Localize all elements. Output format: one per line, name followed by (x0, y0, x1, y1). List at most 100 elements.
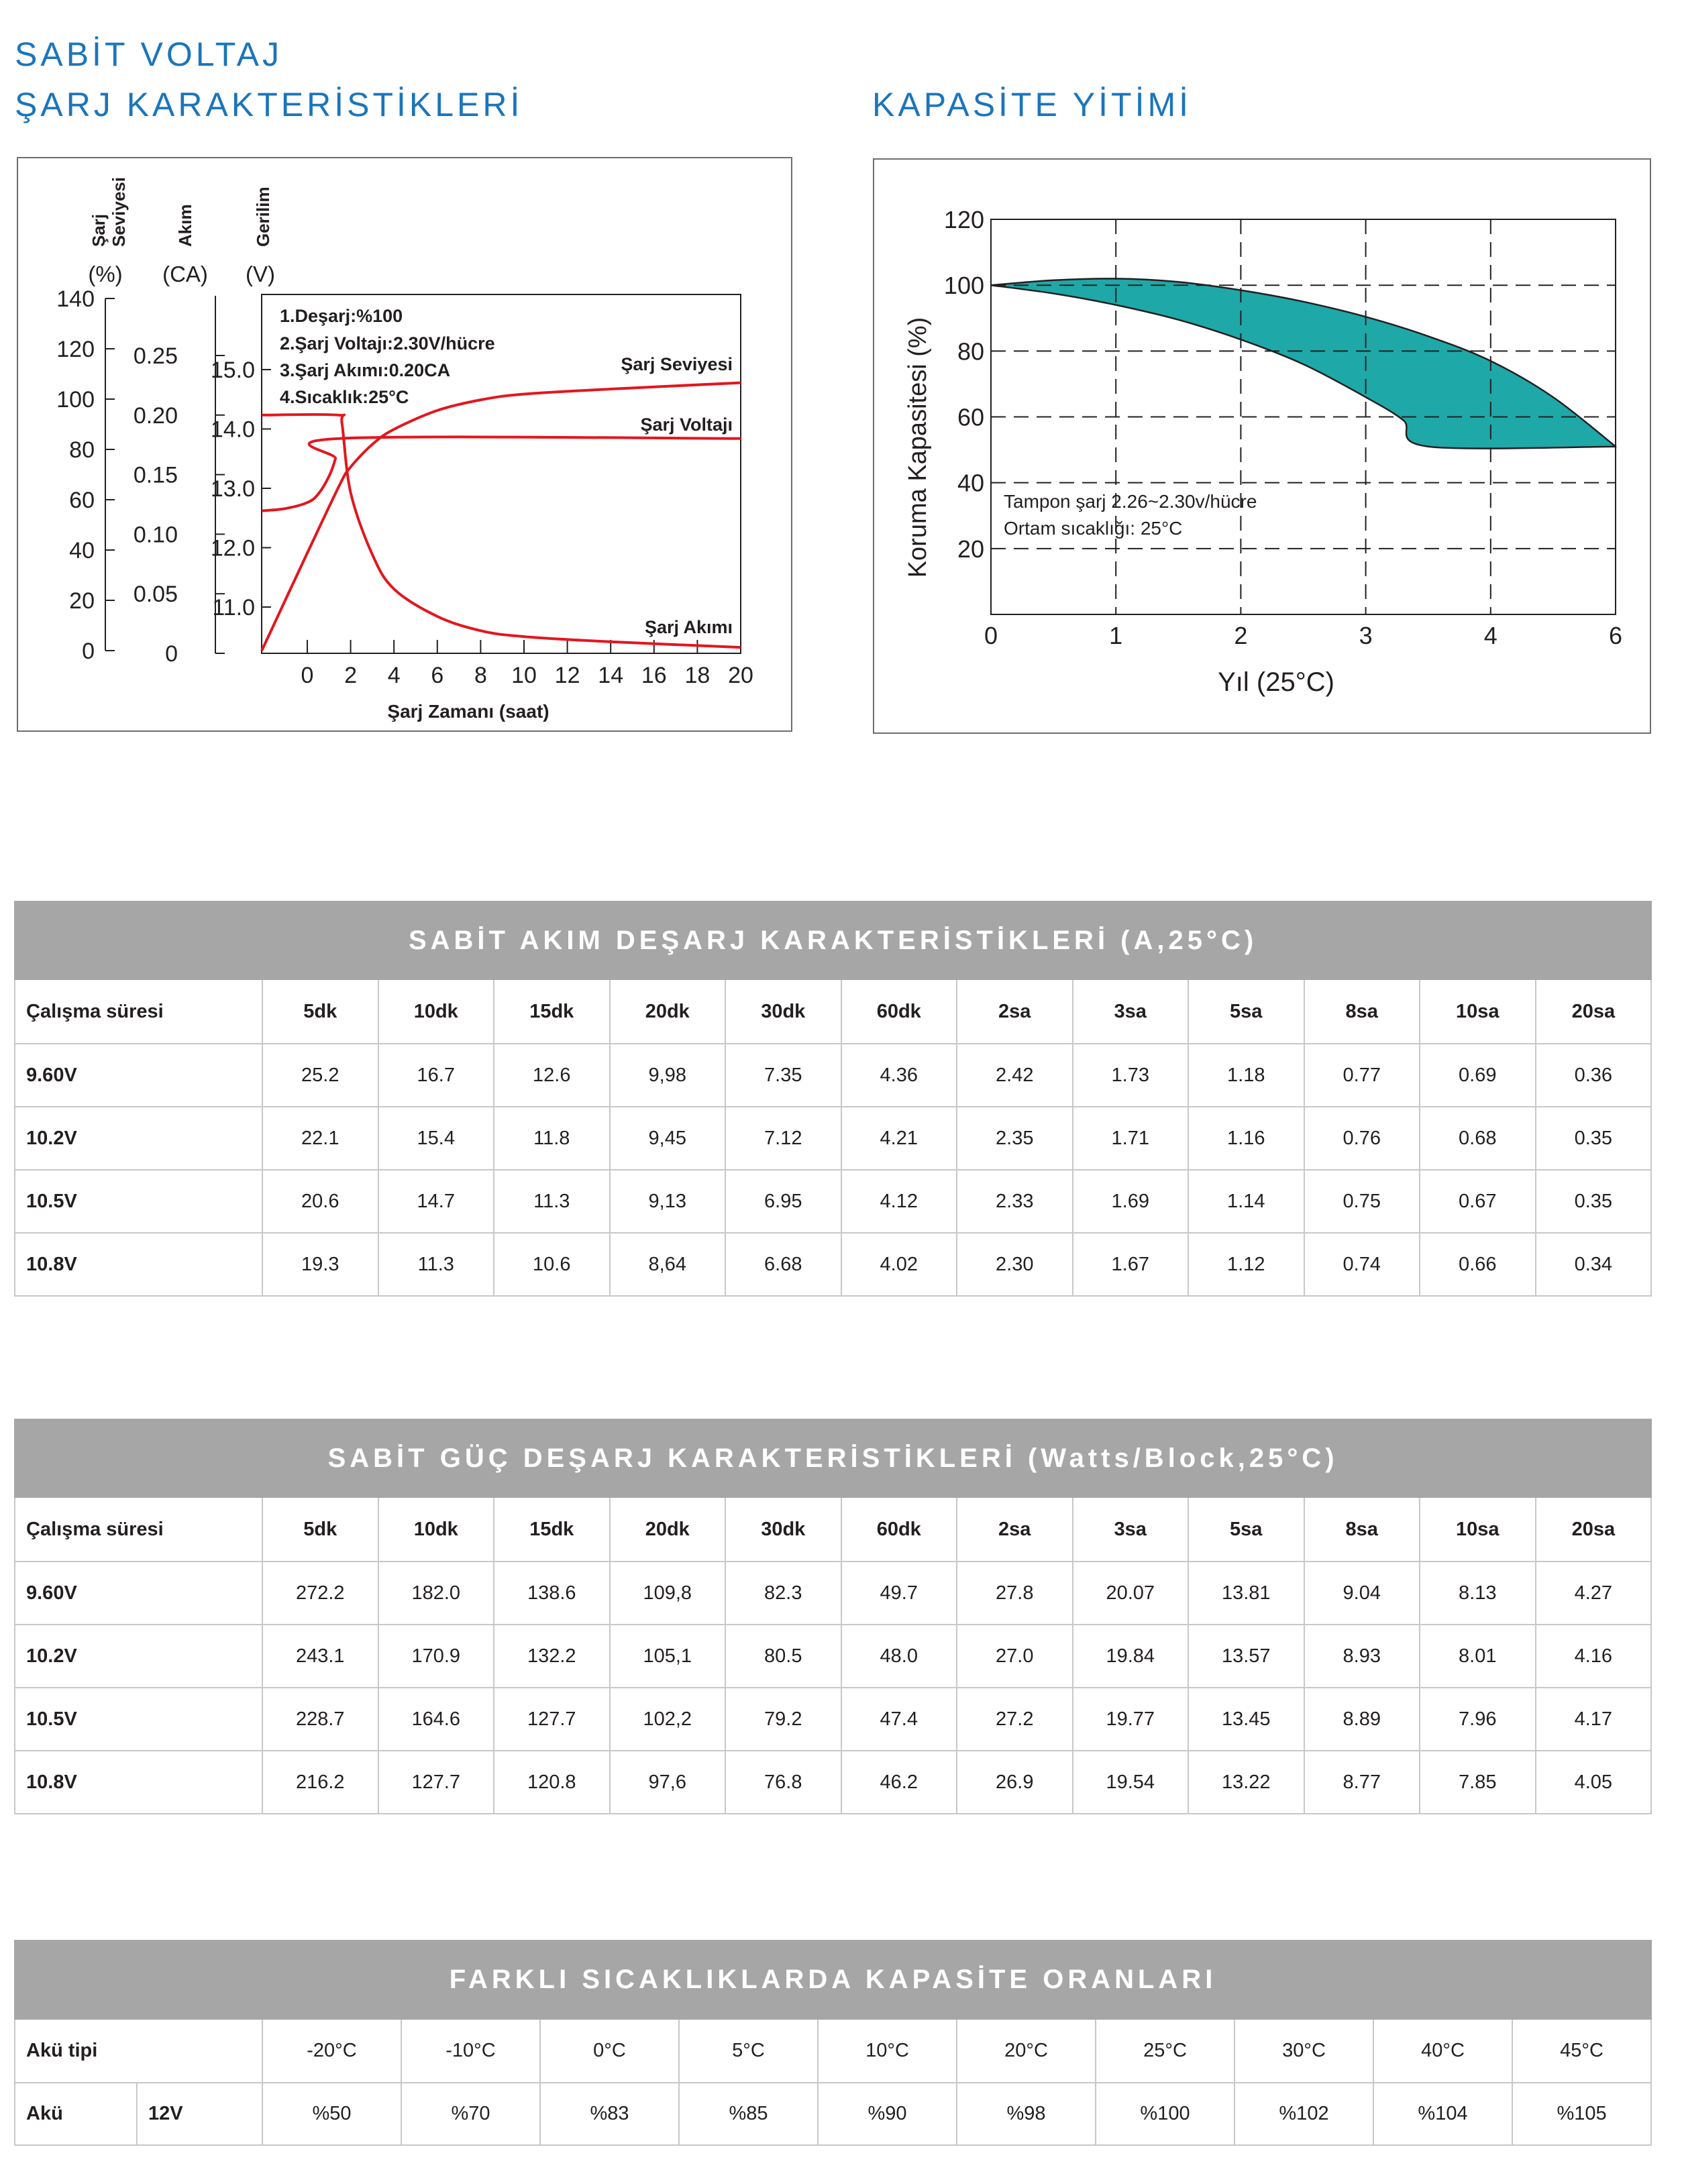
row-label: 9.60V (14, 1043, 263, 1107)
table-cell: 0.75 (1303, 1169, 1420, 1234)
table-cell: 4.27 (1534, 1561, 1652, 1625)
table-cell: 11.8 (493, 1106, 611, 1170)
column-header: 2sa (956, 979, 1073, 1044)
x-axis-title: Yıl (25°C) (1218, 667, 1334, 697)
y-axis-title: Koruma Kapasitesi (%) (904, 317, 932, 578)
temperature-capacity-table: FARKLI SICAKLIKLARDA KAPASİTE ORANLARI Ak… (13, 1940, 1652, 2146)
chart-note: Tampon şarj 2.26~2.30v/hücre (1004, 491, 1257, 512)
table-cell: 8.93 (1303, 1624, 1420, 1688)
table-cell: 46.2 (840, 1750, 957, 1814)
chart-note: 3.Şarj Akımı:0.20CA (280, 360, 450, 380)
column-header: 60dk (840, 1496, 957, 1562)
table-cell: 2.35 (956, 1106, 1073, 1170)
table-cell: 0.76 (1303, 1106, 1420, 1170)
column-header: 2sa (956, 1496, 1073, 1562)
y-tick-label: 0 (82, 639, 95, 664)
table-cell: 13.57 (1188, 1624, 1305, 1688)
axis-name-level: Seviyesi (109, 177, 129, 247)
temperature-header: -20°C (262, 2018, 402, 2083)
capacity-ratio-cell: %50 (262, 2082, 402, 2146)
y-tick-label: 0.25 (134, 343, 178, 369)
column-header: 15dk (493, 1496, 611, 1562)
table-row: 9.60V 272.2 182.0 138.6 109,8 82.3 49.7 27.8 20.… (14, 1561, 1652, 1625)
table-cell: 272.2 (262, 1561, 379, 1625)
table-cell: 0.34 (1534, 1232, 1652, 1297)
y-tick-label: 100 (56, 387, 95, 413)
table-header-row: Çalışma süresi 5dk 10dk 15dk 20dk 30dk 60dk 2sa… (14, 1496, 1652, 1562)
table-cell: 9,98 (609, 1043, 726, 1107)
x-tick-label: 20 (728, 663, 753, 688)
x-tick-label: 1 (1109, 622, 1122, 649)
capacity-ratio-cell: %104 (1373, 2082, 1513, 2146)
table-cell: 0.35 (1534, 1106, 1652, 1170)
column-header: 15dk (493, 979, 611, 1044)
table-cell: 13.81 (1188, 1561, 1305, 1625)
column-header: 10sa (1419, 1496, 1536, 1562)
table-title-row: SABİT GÜÇ DEŞARJ KARAKTERİSTİKLERİ (Watt… (13, 1419, 1652, 1498)
capacity-ratio-cell: %105 (1511, 2082, 1652, 2146)
x-tick-label: 6 (431, 663, 443, 688)
table-title: SABİT AKIM DEŞARJ KARAKTERİSTİKLERİ (A,2… (13, 901, 1652, 980)
table-cell: 19.54 (1071, 1750, 1189, 1814)
column-header: 10dk (377, 1496, 494, 1562)
capacity-title: KAPASİTE YİTİMİ (872, 86, 1192, 123)
temperature-header: 40°C (1373, 2018, 1513, 2083)
table-cell: 13.22 (1188, 1750, 1305, 1814)
table-cell: 6.95 (725, 1169, 842, 1234)
table-cell: 0.36 (1534, 1043, 1652, 1107)
table-cell: 26.9 (956, 1750, 1073, 1814)
chart-note: 4.Sıcaklık:25°C (280, 387, 409, 407)
table-cell: 9.04 (1303, 1561, 1420, 1625)
column-header: 3sa (1071, 1496, 1189, 1562)
column-header: 5sa (1188, 1496, 1305, 1562)
table-cell: 164.6 (377, 1687, 494, 1751)
table-cell: 9,13 (609, 1169, 726, 1234)
table-cell: 0.67 (1419, 1169, 1536, 1234)
row-label: 9.60V (14, 1561, 263, 1625)
table-cell: 4.36 (840, 1043, 957, 1107)
series-label: Şarj Seviyesi (621, 354, 733, 374)
charge-chart-frame (17, 157, 792, 732)
y-tick-label: 11.0 (212, 595, 255, 620)
table-cell: 22.1 (262, 1106, 379, 1170)
column-header: 20dk (609, 1496, 726, 1562)
capacity-ratio-cell: %98 (956, 2082, 1096, 2146)
column-header: 3sa (1071, 979, 1189, 1044)
column-header: 30dk (725, 979, 842, 1044)
temperature-header: 5°C (678, 2018, 819, 2083)
table-cell: 27.2 (956, 1687, 1073, 1751)
charge-characteristics-chart: Şarj Seviyesi(%)Akım(CA)Gerilim(V)0204060… (56, 177, 753, 722)
x-tick-label: 4 (1484, 622, 1497, 649)
table-cell: 127.7 (377, 1750, 494, 1814)
table-title: FARKLI SICAKLIKLARDA KAPASİTE ORANLARI (13, 1940, 1652, 2020)
axis-unit-1: (CA) (162, 262, 208, 286)
charge-title-line2: ŞARJ KARAKTERİSTİKLERİ (15, 86, 523, 123)
chart-note: Ortam sıcaklığı: 25°C (1004, 518, 1182, 539)
table-cell: 80.5 (725, 1624, 842, 1688)
table-cell: 182.0 (377, 1561, 494, 1625)
capacity-ratio-cell: %102 (1234, 2082, 1374, 2146)
table-row: 9.60V 25.2 16.7 12.6 9,98 7.35 4.36 2.42 1.73 1.1… (14, 1043, 1652, 1107)
temperature-header: 0°C (539, 2018, 680, 2083)
table-cell: 4.21 (840, 1106, 957, 1170)
series-label: Şarj Akımı (645, 617, 733, 637)
table-row: 10.2V 243.1 170.9 132.2 105,1 80.5 48.0 27.0 19.… (14, 1624, 1652, 1688)
table-cell: 6.68 (725, 1232, 842, 1297)
table-cell: 27.0 (956, 1624, 1073, 1688)
table-cell: 13.45 (1188, 1687, 1305, 1751)
y-tick-label: 0 (165, 641, 178, 667)
row-label: 10.5V (14, 1687, 263, 1751)
row-voltage: 12V (136, 2082, 263, 2146)
table-title: SABİT GÜÇ DEŞARJ KARAKTERİSTİKLERİ (Watt… (13, 1419, 1652, 1498)
table-cell: 8.01 (1419, 1624, 1536, 1688)
table-header-row: Çalışma süresi 5dk 10dk 15dk 20dk 30dk 60dk 2sa… (14, 979, 1652, 1044)
column-header: 8sa (1303, 979, 1420, 1044)
x-tick-label: 10 (511, 663, 537, 688)
table-cell: 7.96 (1419, 1687, 1536, 1751)
x-tick-label: 2 (1234, 622, 1247, 649)
x-tick-label: 18 (684, 663, 710, 688)
table-cell: 0.69 (1419, 1043, 1536, 1107)
column-header: 10dk (377, 979, 494, 1044)
column-header: 8sa (1303, 1496, 1420, 1562)
table-cell: 0.74 (1303, 1232, 1420, 1297)
